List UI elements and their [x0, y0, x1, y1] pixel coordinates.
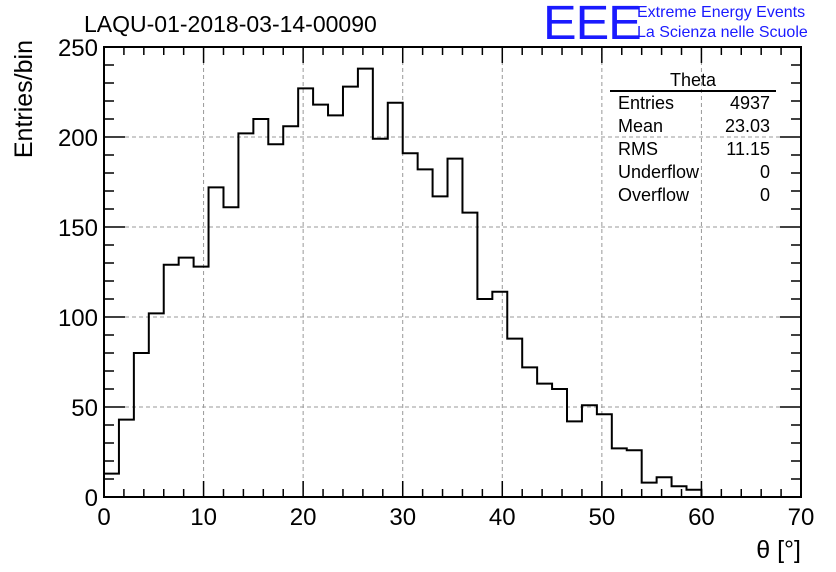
eee-logo: EEE	[543, 0, 642, 50]
y-axis-title: Entries/bin	[10, 40, 38, 158]
stats-label: Overflow	[618, 185, 690, 205]
stats-row-overflow: Overflow 0	[612, 184, 778, 207]
histogram-step-line	[103, 67, 703, 497]
stats-value: 23.03	[724, 116, 770, 136]
brand-subtitle: La Scienza nelle Scuole	[637, 24, 808, 41]
x-tick-label: 30	[389, 504, 416, 531]
stats-value: 0	[759, 185, 770, 205]
x-tick-label: 0	[97, 504, 110, 531]
x-tick-label: 40	[489, 504, 516, 531]
x-axis-title: θ [°]	[756, 536, 801, 564]
run-title: LAQU-01-2018-03-14-00090	[84, 11, 377, 37]
stats-row-underflow: Underflow 0	[612, 161, 778, 184]
stats-label: Mean	[618, 116, 664, 136]
x-tick-label: 50	[589, 504, 616, 531]
x-tick-label: 60	[688, 504, 715, 531]
x-tick-labels: 0 10 20 30 40 50 60 70	[97, 504, 814, 531]
stats-row-mean: Mean 23.03	[612, 115, 778, 138]
stats-title: Theta	[610, 70, 776, 92]
x-tick-label: 70	[788, 504, 815, 531]
stats-label: RMS	[618, 139, 658, 159]
stats-row-entries: Entries 4937	[612, 92, 778, 115]
y-tick-label: 100	[58, 305, 98, 332]
y-tick-label: 150	[58, 215, 98, 242]
stats-label: Underflow	[618, 162, 700, 182]
plot-frame	[103, 46, 802, 498]
stats-value: 4937	[729, 93, 770, 113]
stats-value: 11.15	[726, 139, 770, 159]
y-tick-label: 250	[58, 35, 98, 62]
stats-label: Entries	[618, 93, 675, 113]
stats-value: 0	[759, 162, 770, 182]
y-tick-label: 200	[58, 125, 98, 152]
stats-box: Theta Entries 4937 Mean 23.03 RMS 11.15 …	[610, 70, 778, 207]
brand-name: Extreme Energy Events	[637, 4, 806, 21]
y-tick-label: 50	[71, 395, 98, 422]
x-tick-label: 10	[190, 504, 217, 531]
grid-lines	[104, 47, 801, 497]
y-tick-labels: 0 50 100 150 200 250	[58, 35, 98, 512]
stats-row-rms: RMS 11.15	[612, 138, 778, 161]
x-tick-label: 20	[290, 504, 317, 531]
y-tick-label: 0	[85, 485, 98, 512]
